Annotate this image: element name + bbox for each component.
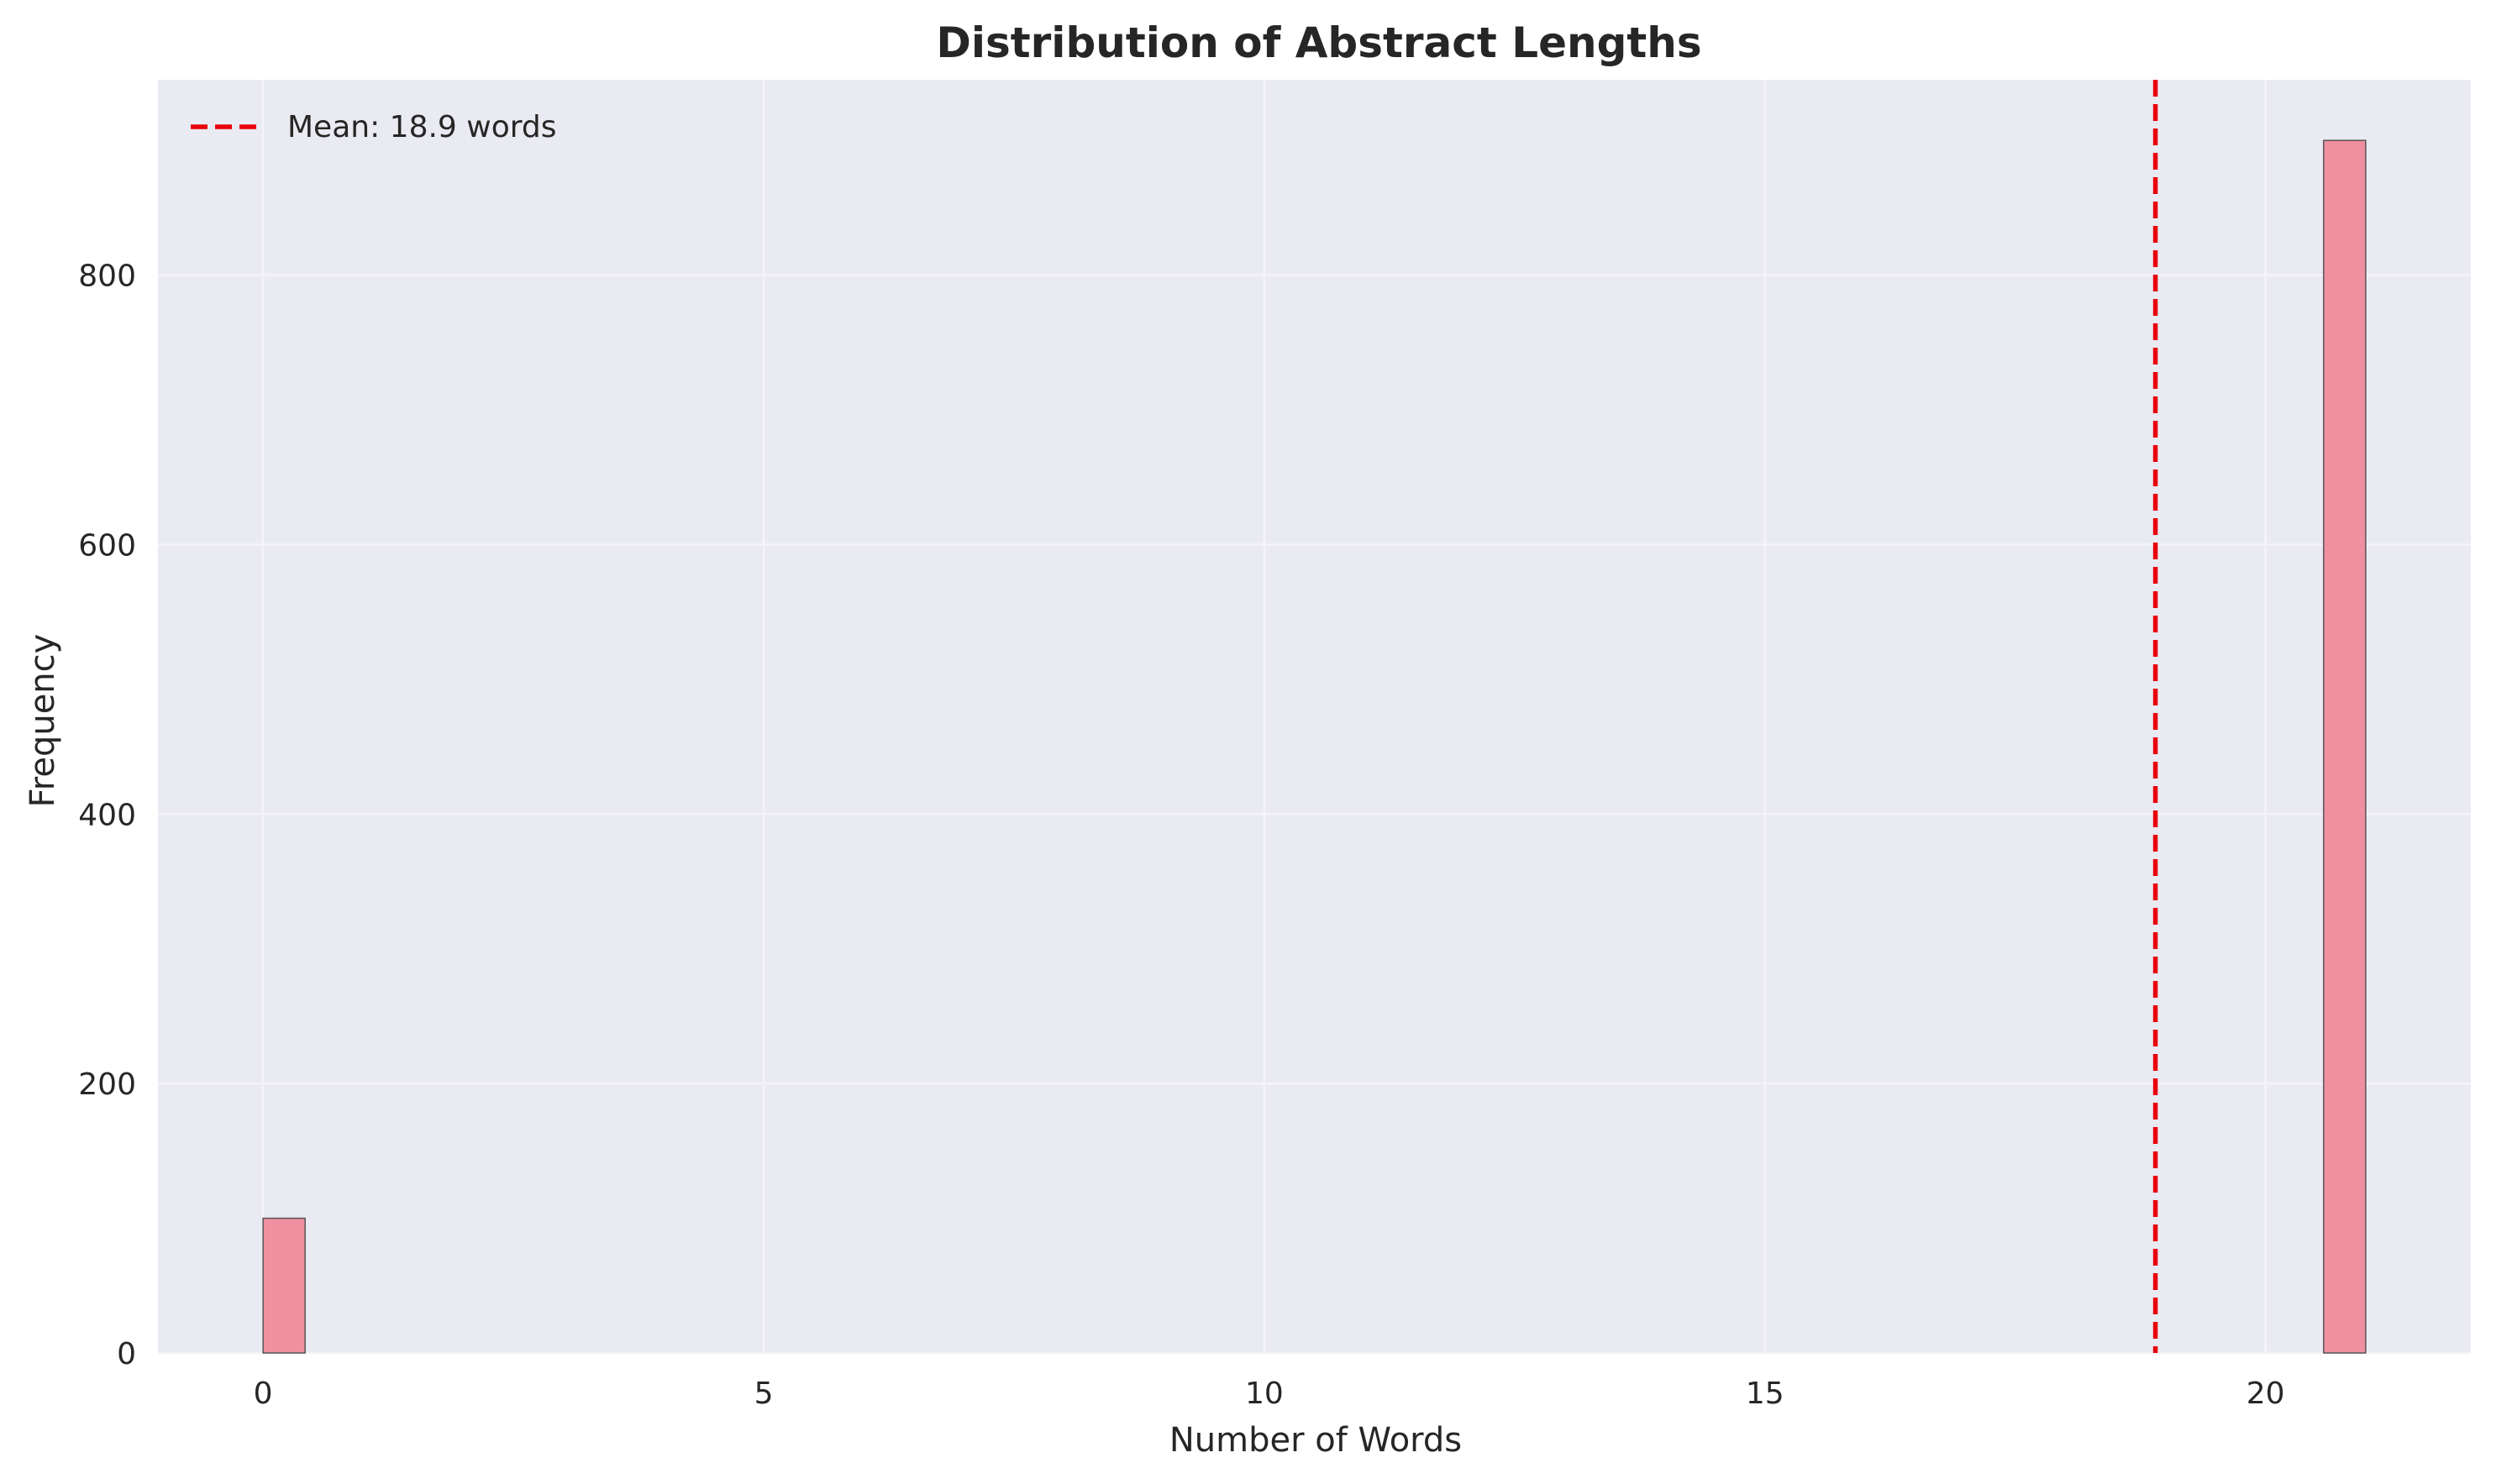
y-tick-label: 600 xyxy=(78,528,136,563)
x-tick-label: 20 xyxy=(2246,1377,2285,1411)
legend: Mean: 18.9 words xyxy=(191,110,557,144)
y-tick-labels: 0 200 400 600 800 xyxy=(78,260,136,1371)
chart-title: Distribution of Abstract Lengths xyxy=(936,18,1701,67)
y-tick-label: 400 xyxy=(78,798,136,832)
y-tick-label: 0 xyxy=(117,1337,136,1371)
x-tick-label: 10 xyxy=(1245,1377,1284,1411)
x-tick-label: 5 xyxy=(754,1377,774,1411)
x-tick-label: 0 xyxy=(254,1377,273,1411)
x-tick-label: 15 xyxy=(1746,1377,1784,1411)
grid-lines xyxy=(158,80,2471,1355)
x-tick-labels: 0 5 10 15 20 xyxy=(254,1377,2285,1411)
y-axis-label: Frequency xyxy=(24,634,62,808)
histogram-bar xyxy=(2323,139,2367,1354)
x-axis-label: Number of Words xyxy=(1169,1421,1462,1460)
legend-mean-label: Mean: 18.9 words xyxy=(287,110,557,144)
histogram-bars xyxy=(262,139,2367,1354)
y-tick-label: 800 xyxy=(78,260,136,294)
histogram-bar xyxy=(262,1217,306,1354)
plot-background xyxy=(158,80,2471,1353)
y-tick-label: 200 xyxy=(78,1067,136,1102)
